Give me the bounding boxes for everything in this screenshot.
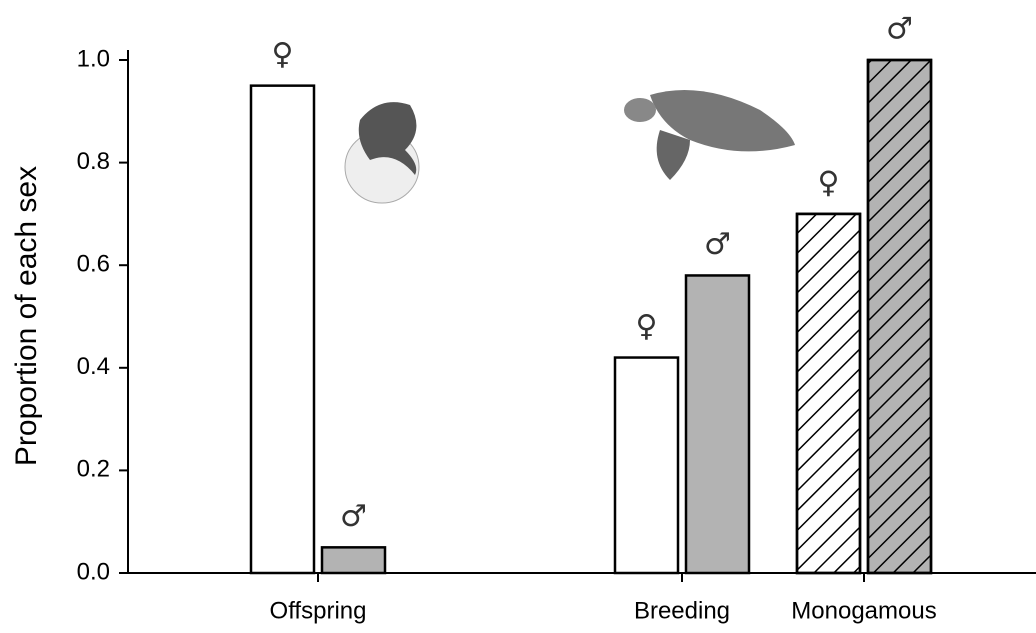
hatchling-image <box>345 102 419 203</box>
y-tick-label: 0.0 <box>77 558 110 585</box>
bar-hatch <box>868 60 931 573</box>
sex-symbol: ♀ <box>636 309 658 344</box>
sex-symbol: ♂ <box>886 12 913 47</box>
y-axis-title: Proportion of each sex <box>10 166 43 466</box>
x-tick-label: Breeding <box>634 597 730 624</box>
sex-symbol: ♀ <box>272 37 294 72</box>
x-tick-label: Offspring <box>270 597 367 624</box>
y-tick-label: 0.8 <box>77 148 110 175</box>
sex-symbol: ♀ <box>818 165 840 200</box>
y-tick-label: 0.2 <box>77 456 110 483</box>
turtle-image <box>624 90 795 180</box>
bar <box>251 86 314 573</box>
x-tick-label: Monogamous <box>791 597 936 624</box>
chart: Proportion of each sex 0.0 0.2 0.4 0.6 0.8 1.… <box>0 0 1036 633</box>
y-tick-label: 0.6 <box>77 251 110 278</box>
sex-symbol: ♂ <box>340 499 367 534</box>
sex-symbol: ♂ <box>704 227 731 262</box>
bar <box>322 547 385 573</box>
y-tick-label: 1.0 <box>77 45 110 72</box>
bar <box>686 275 749 573</box>
bar <box>615 358 678 573</box>
bar-hatch <box>797 214 860 573</box>
y-tick-label: 0.4 <box>77 353 110 380</box>
